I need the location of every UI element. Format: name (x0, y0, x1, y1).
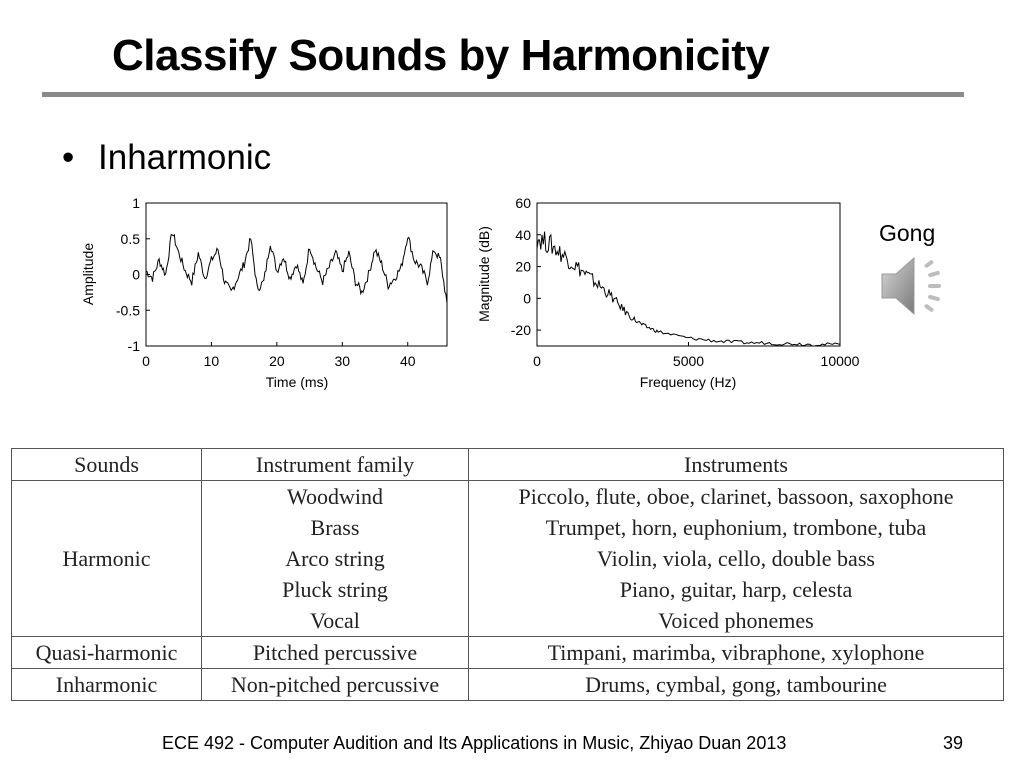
instrument-item: Violin, viola, cello, double bass (597, 546, 875, 571)
page-number: 39 (943, 733, 964, 753)
waveform-plot-frame (145, 202, 448, 347)
waveform-chart: 1 0.5 0 -0.5 -1 0 10 20 30 40 Time (ms) Amplitud… (80, 195, 448, 390)
family-item: Pluck string (282, 577, 388, 602)
x-tick-label: 10 (204, 353, 220, 369)
instrument-item: Trumpet, horn, euphonium, trombone, tuba (545, 515, 927, 540)
waveform-series-line (145, 233, 448, 304)
y-tick-label: 60 (515, 195, 531, 211)
table-row-harmonic: Harmonic Woodwind Brass Arco string Pluc… (11, 480, 1004, 637)
column-header-instrument-family: Instrument family (201, 448, 469, 481)
x-tick-label: 10000 (821, 353, 860, 369)
y-tick-label: 0.5 (121, 231, 141, 247)
family-item: Vocal (310, 608, 360, 633)
instrument-item: Piano, guitar, harp, celesta (619, 577, 853, 602)
instrument-item: Piccolo, flute, oboe, clarinet, bassoon,… (518, 484, 954, 509)
cell-sound-quasi-harmonic: Quasi-harmonic (11, 636, 202, 669)
y-tick-label: -0.5 (116, 302, 140, 318)
y-tick-label: 20 (515, 259, 531, 275)
column-header-sounds: Sounds (11, 448, 202, 481)
family-item: Woodwind (286, 484, 383, 509)
cell-sound-harmonic: Harmonic (11, 480, 202, 637)
family-item: Brass (310, 515, 360, 540)
speaker-icon[interactable] (876, 254, 948, 323)
plots-canvas: 1 0.5 0 -0.5 -1 0 10 20 30 40 Time (ms) Amplitud… (80, 195, 860, 390)
x-tick-label: 40 (400, 353, 416, 369)
spectrum-x-axis-label: Frequency (Hz) (640, 374, 736, 390)
gong-audio-label: Gong (879, 220, 936, 246)
waveform-y-axis-label: Amplitude (80, 243, 96, 305)
x-tick-label: 0 (533, 353, 541, 369)
x-tick-label: 5000 (673, 353, 704, 369)
x-tick-label: 30 (335, 353, 351, 369)
table-row-inharmonic: Inharmonic Non-pitched percussive Drums,… (11, 668, 1004, 701)
column-header-instruments: Instruments (468, 448, 1004, 481)
spectrum-y-axis-label: Magnitude (dB) (476, 226, 492, 322)
y-tick-label: 0 (132, 267, 140, 283)
cell-family-non-pitched-percussive: Non-pitched percussive (201, 668, 469, 701)
cell-sound-inharmonic: Inharmonic (11, 668, 202, 701)
y-tick-label: 1 (132, 195, 140, 211)
cell-instruments-harmonic: Piccolo, flute, oboe, clarinet, bassoon,… (468, 480, 1004, 637)
cell-instruments-quasi-harmonic: Timpani, marimba, vibraphone, xylophone (468, 636, 1004, 669)
instrument-classification-table: Sounds Instrument family Instruments Har… (11, 448, 1004, 701)
bullet-item: • Inharmonic (62, 138, 271, 178)
title-divider (42, 92, 964, 97)
waveform-x-axis-label: Time (ms) (266, 374, 328, 390)
x-tick-label: 0 (142, 353, 150, 369)
y-tick-label: -1 (128, 338, 141, 354)
y-tick-label: -20 (511, 322, 531, 338)
instrument-item: Voiced phonemes (658, 608, 814, 633)
table-row-quasi-harmonic: Quasi-harmonic Pitched percussive Timpan… (11, 636, 1004, 669)
cell-instruments-inharmonic: Drums, cymbal, gong, tambourine (468, 668, 1004, 701)
y-tick-label: 0 (523, 290, 531, 306)
x-tick-label: 20 (269, 353, 285, 369)
spectrum-series-line (536, 231, 841, 347)
y-tick-label: 40 (515, 227, 531, 243)
spectrum-plot-frame (536, 202, 841, 347)
cell-families-harmonic: Woodwind Brass Arco string Pluck string … (201, 480, 469, 637)
cell-family-pitched-percussive: Pitched percussive (201, 636, 469, 669)
bullet-marker: • (62, 138, 75, 177)
table-header-row: Sounds Instrument family Instruments (11, 448, 1004, 481)
slide-title: Classify Sounds by Harmonicity (112, 31, 770, 80)
bullet-text: Inharmonic (98, 138, 272, 177)
slide-footer: ECE 492 - Computer Audition and Its Appl… (162, 733, 787, 753)
family-item: Arco string (285, 546, 385, 571)
